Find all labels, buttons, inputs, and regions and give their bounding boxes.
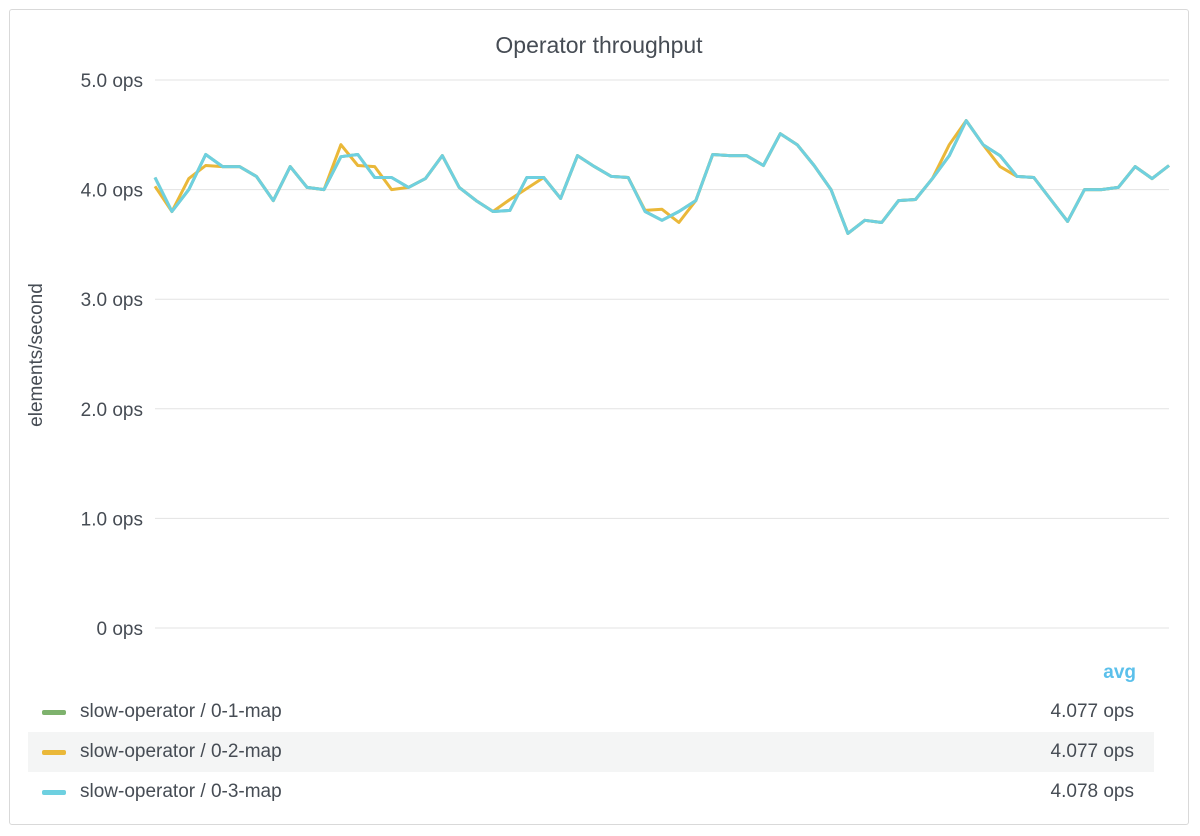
- y-tick-label: 3.0 ops: [81, 290, 143, 311]
- legend-series-name[interactable]: slow-operator / 0-1-map: [80, 701, 282, 722]
- legend-avg-value: 4.077 ops: [1050, 701, 1134, 722]
- y-tick-label: 4.0 ops: [81, 181, 143, 202]
- legend-swatch[interactable]: [42, 709, 66, 715]
- y-axis-label: elements/second: [26, 283, 47, 427]
- y-tick-label: 2.0 ops: [81, 400, 143, 421]
- legend-item[interactable]: slow-operator / 0-3-map 4.078 ops: [28, 772, 1154, 812]
- chart-area[interactable]: 0 ops 1.0 ops 2.0 ops 3.0 ops 4.0 ops 5.0 ops…: [0, 0, 1200, 660]
- legend-swatch[interactable]: [42, 789, 66, 795]
- series-line-3: [153, 119, 1170, 235]
- legend-avg-value: 4.077 ops: [1050, 741, 1134, 762]
- y-tick-label: 0 ops: [97, 619, 143, 640]
- chart-panel: Operator throughput: [9, 9, 1189, 825]
- grid-lines: [155, 79, 1169, 629]
- legend-swatch[interactable]: [42, 749, 66, 755]
- y-axis-ticks: 0 ops 1.0 ops 2.0 ops 3.0 ops 4.0 ops 5.0 ops: [81, 71, 143, 640]
- legend-series-name[interactable]: slow-operator / 0-3-map: [80, 781, 282, 802]
- y-tick-label: 5.0 ops: [81, 71, 143, 92]
- legend-item[interactable]: slow-operator / 0-2-map 4.077 ops: [28, 732, 1154, 772]
- legend-avg-header[interactable]: avg: [1103, 662, 1136, 683]
- series-lines: [153, 119, 1170, 235]
- y-tick-label: 1.0 ops: [81, 509, 143, 530]
- panel-title[interactable]: Operator throughput: [495, 32, 703, 58]
- legend-series-name[interactable]: slow-operator / 0-2-map: [80, 741, 282, 762]
- legend-item[interactable]: slow-operator / 0-1-map 4.077 ops: [28, 692, 1154, 732]
- legend-avg-value: 4.078 ops: [1050, 781, 1134, 802]
